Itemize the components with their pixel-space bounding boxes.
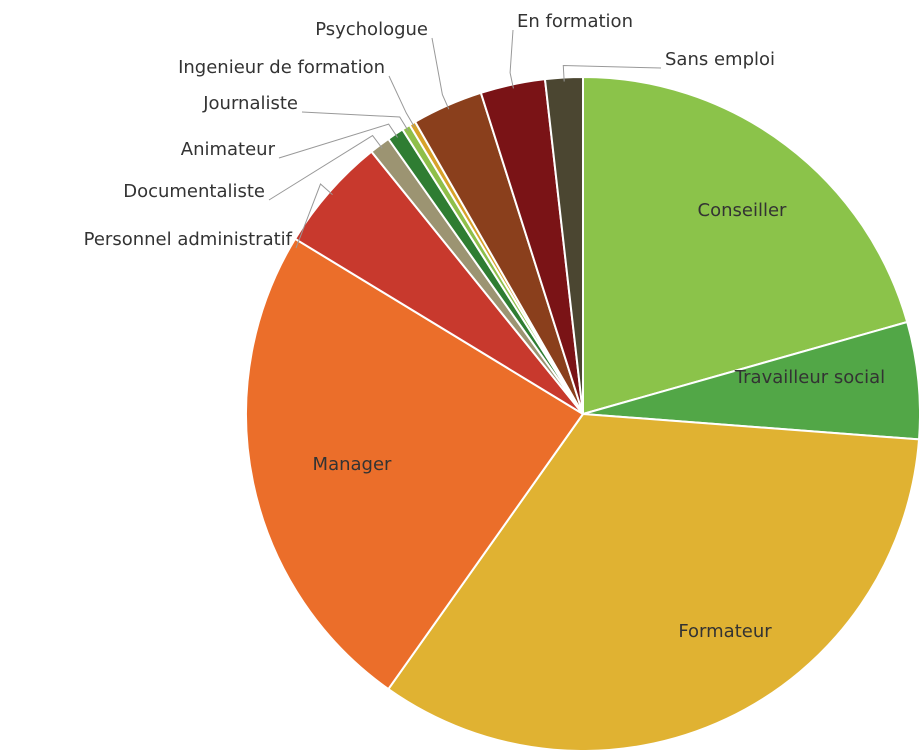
pie-slice xyxy=(582,320,919,441)
slice-label: Sans emploi xyxy=(665,49,775,70)
slice-label: Journaliste xyxy=(202,93,298,114)
pie-slice xyxy=(582,75,909,416)
slice-label: Formateur xyxy=(678,621,772,642)
leader-line xyxy=(301,111,409,131)
slice-label: Manager xyxy=(313,454,392,475)
pie-slice xyxy=(386,412,919,750)
pie-slice xyxy=(245,237,585,691)
slice-label: Conseiller xyxy=(698,200,788,221)
slice-label: Documentaliste xyxy=(123,181,265,202)
slice-label: En formation xyxy=(517,11,633,32)
slice-label: Travailleur social xyxy=(734,367,885,388)
leader-line xyxy=(268,134,383,201)
slice-label: Personnel administratif xyxy=(84,229,293,250)
slice-label: Animateur xyxy=(181,139,276,160)
leader-line xyxy=(388,75,415,128)
leader-line xyxy=(431,37,450,110)
slice-label: Psychologue xyxy=(315,19,428,40)
slice-label: Ingenieur de formation xyxy=(178,57,385,78)
leader-line xyxy=(295,183,333,249)
leader-line xyxy=(509,29,514,89)
leader-line xyxy=(278,123,398,159)
leader-line xyxy=(562,65,662,82)
